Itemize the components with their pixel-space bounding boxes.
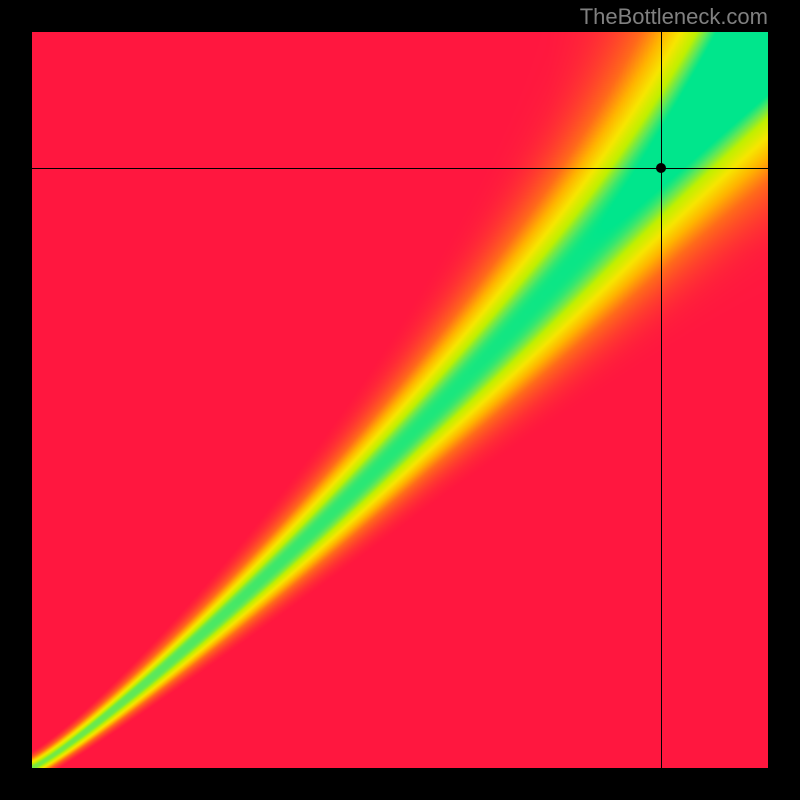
bottleneck-heatmap [32,32,768,768]
crosshair-marker [656,163,666,173]
crosshair-vertical [661,32,662,768]
watermark-text: TheBottleneck.com [580,4,768,30]
